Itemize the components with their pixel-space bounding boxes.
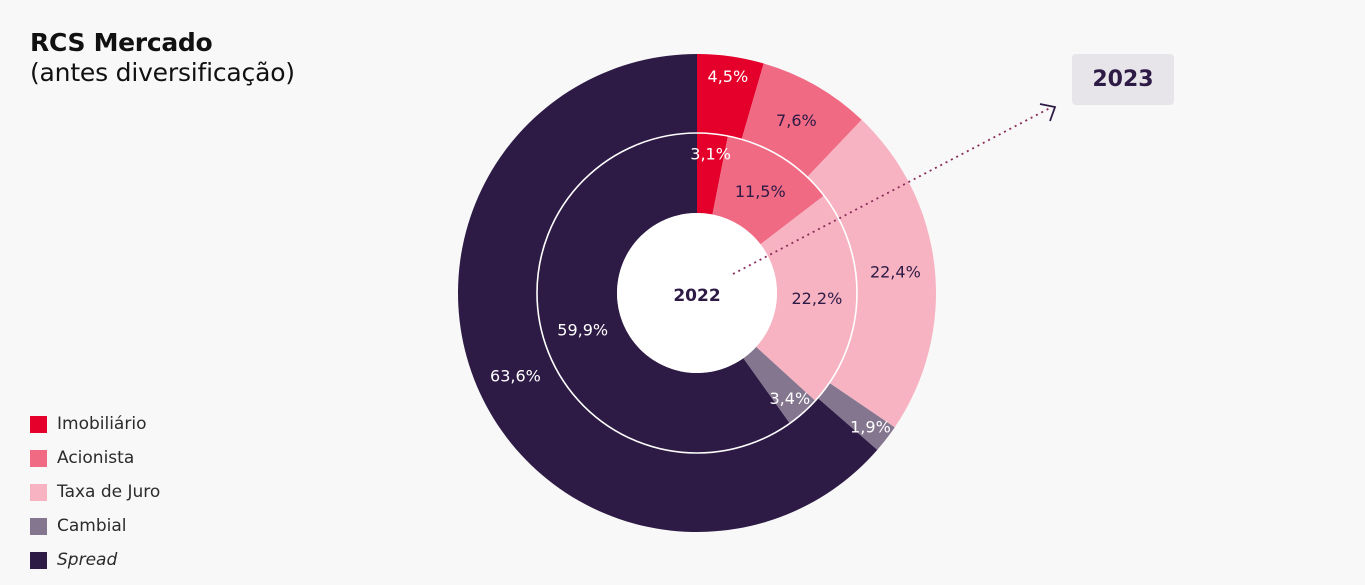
legend-label: Acionista <box>57 448 134 468</box>
legend-item-acionista: Acionista <box>30 441 160 475</box>
data-label-2023-0: 4,5% <box>708 67 749 86</box>
data-label-2022-0: 3,1% <box>690 145 731 164</box>
legend-swatch <box>30 416 47 433</box>
legend-label: Taxa de Juro <box>57 482 160 502</box>
data-label-2022-4: 59,9% <box>557 321 608 340</box>
legend-swatch <box>30 450 47 467</box>
legend: Imobiliário Acionista Taxa de Juro Cambial S… <box>30 407 160 577</box>
data-label-2023-4: 63,6% <box>490 367 541 386</box>
legend-swatch <box>30 552 47 569</box>
legend-swatch <box>30 484 47 501</box>
legend-item-imobili-rio: Imobiliário <box>30 407 160 441</box>
data-label-2023-3: 1,9% <box>850 418 891 437</box>
legend-swatch <box>30 518 47 535</box>
year-badge-2023: 2023 <box>1072 54 1174 105</box>
legend-item-spread: Spread <box>30 543 160 577</box>
data-label-2022-3: 3,4% <box>770 389 811 408</box>
legend-item-cambial: Cambial <box>30 509 160 543</box>
data-label-2022-1: 11,5% <box>735 182 786 201</box>
data-label-2022-2: 22,2% <box>791 289 842 308</box>
legend-item-taxa-de-juro: Taxa de Juro <box>30 475 160 509</box>
center-year-label: 2022 <box>673 286 720 306</box>
data-label-2023-2: 22,4% <box>870 263 921 282</box>
legend-label: Imobiliário <box>57 414 146 434</box>
legend-label: Cambial <box>57 516 127 536</box>
data-label-2023-1: 7,6% <box>776 111 817 130</box>
legend-label: Spread <box>57 550 117 570</box>
